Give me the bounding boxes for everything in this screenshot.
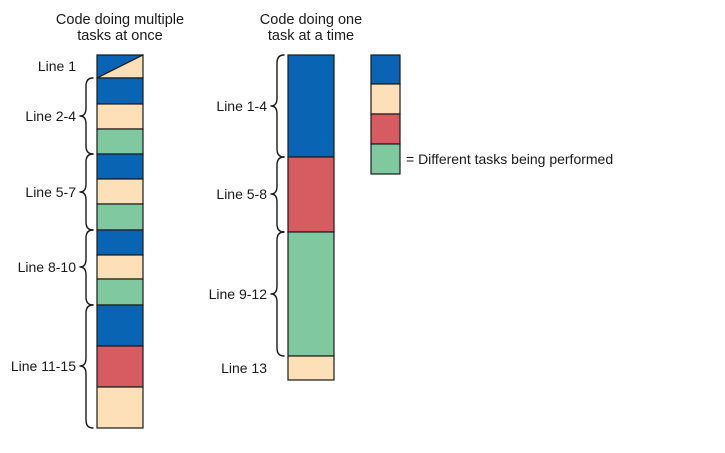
left-seg-line5-7-peach xyxy=(96,178,144,205)
left-title-line-1: Code doing multiple xyxy=(56,12,184,28)
right-group-line-13: Line 13 xyxy=(221,355,335,381)
right-title-line-1: Code doing one xyxy=(260,12,362,28)
left-seg-line8-10-peach xyxy=(96,254,144,280)
left-seg-line8-10-green xyxy=(96,278,144,306)
left-brace-line-2-4 xyxy=(79,77,94,155)
right-column: Line 1-4 Line 5-8 Line 9-12 Line 13 xyxy=(209,54,335,381)
left-brace-line-11-15 xyxy=(79,304,94,429)
left-seg-line2-4-peach xyxy=(96,103,144,130)
left-seg-line8-10-blue xyxy=(96,229,144,256)
left-group-line-8-10: Line 8-10 xyxy=(18,229,144,306)
left-column: Line 1 Line 2-4 Line 5-7 Line 8-10 xyxy=(11,54,144,429)
left-seg-line11-15-blue xyxy=(96,304,144,347)
legend-text: = Different tasks being performed xyxy=(406,151,613,167)
left-group-line-11-15: Line 11-15 xyxy=(11,304,144,429)
left-seg-line2-4-green xyxy=(96,128,144,155)
left-group-line-1: Line 1 xyxy=(38,54,144,79)
left-label-line-5-7: Line 5-7 xyxy=(25,184,76,200)
left-brace-line-8-10 xyxy=(79,229,94,306)
legend-swatch-green xyxy=(370,143,401,175)
right-brace-line-9-12 xyxy=(270,231,285,357)
left-label-line-1: Line 1 xyxy=(38,58,76,74)
right-label-line-9-12: Line 9-12 xyxy=(209,286,268,302)
right-label-line-5-8: Line 5-8 xyxy=(216,186,267,202)
left-seg-line11-15-peach xyxy=(96,386,144,429)
right-brace-line-5-8 xyxy=(270,156,285,233)
left-label-line-8-10: Line 8-10 xyxy=(18,259,77,275)
right-group-line-9-12: Line 9-12 xyxy=(209,231,335,357)
left-brace-line-5-7 xyxy=(79,153,94,231)
right-label-line-13: Line 13 xyxy=(221,360,267,376)
left-group-line-5-7: Line 5-7 xyxy=(25,153,144,231)
right-seg-line9-12-green xyxy=(287,231,335,357)
left-seg-line2-4-blue xyxy=(96,77,144,105)
left-column-title: Code doing multiple tasks at once xyxy=(56,12,184,44)
right-group-line-1-4: Line 1-4 xyxy=(216,54,335,158)
left-seg-line11-15-red xyxy=(96,345,144,388)
legend-swatch-red xyxy=(370,113,401,145)
right-title-line-2: task at a time xyxy=(268,28,354,44)
right-column-title: Code doing one task at a time xyxy=(260,12,362,44)
left-seg-line5-7-blue xyxy=(96,153,144,180)
left-seg-line5-7-green xyxy=(96,203,144,231)
right-seg-line1-4-blue xyxy=(287,54,335,158)
right-seg-line13-peach xyxy=(287,355,335,381)
right-label-line-1-4: Line 1-4 xyxy=(216,98,267,114)
left-group-line-2-4: Line 2-4 xyxy=(25,77,144,155)
legend-swatch-blue xyxy=(370,54,401,85)
right-seg-line5-8-red xyxy=(287,156,335,233)
right-brace-line-1-4 xyxy=(270,54,285,158)
legend-swatch-peach xyxy=(370,83,401,115)
left-label-line-11-15: Line 11-15 xyxy=(11,358,76,374)
right-group-line-5-8: Line 5-8 xyxy=(216,156,335,233)
left-title-line-2: tasks at once xyxy=(77,28,162,44)
left-label-line-2-4: Line 2-4 xyxy=(25,108,76,124)
legend: = Different tasks being performed xyxy=(370,54,613,175)
